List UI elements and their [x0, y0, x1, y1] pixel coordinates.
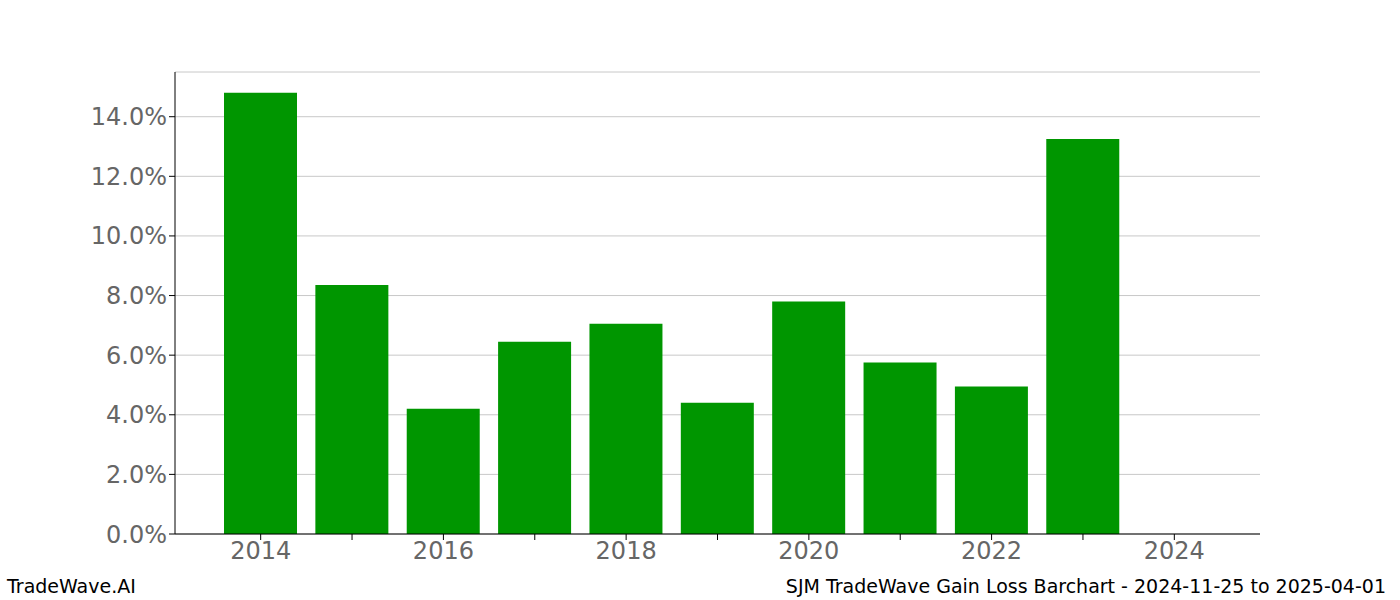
- svg-text:2020: 2020: [778, 537, 839, 565]
- svg-text:6.0%: 6.0%: [106, 342, 167, 370]
- svg-text:2024: 2024: [1144, 537, 1205, 565]
- svg-text:2.0%: 2.0%: [106, 461, 167, 489]
- svg-text:2014: 2014: [230, 537, 291, 565]
- svg-text:0.0%: 0.0%: [106, 521, 167, 549]
- svg-text:4.0%: 4.0%: [106, 401, 167, 429]
- svg-text:12.0%: 12.0%: [91, 163, 167, 191]
- svg-text:10.0%: 10.0%: [91, 222, 167, 250]
- svg-text:2022: 2022: [961, 537, 1022, 565]
- svg-text:2016: 2016: [413, 537, 474, 565]
- svg-text:2018: 2018: [596, 537, 657, 565]
- html-text:SJM TradeWave Gain Loss Barcha: SJM TradeWave Gain Loss Barchart - 2024-…: [785, 575, 1386, 597]
- html-text:TradeWave.AI: TradeWave.AI: [7, 575, 136, 597]
- svg-text:8.0%: 8.0%: [106, 282, 167, 310]
- svg-text:14.0%: 14.0%: [91, 103, 167, 131]
